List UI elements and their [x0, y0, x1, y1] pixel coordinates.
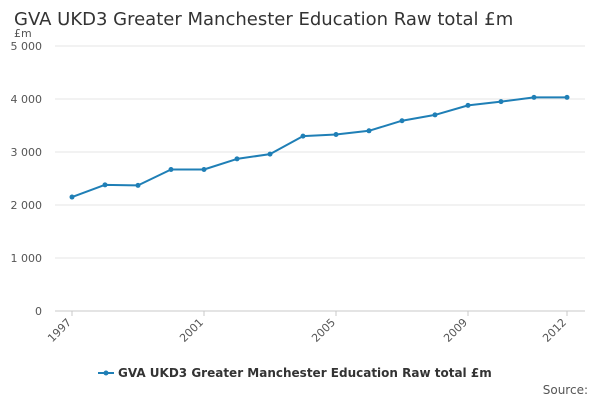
y-axis-ticks: 0 1 000 2 000 3 000 4 000 5 000 [11, 40, 43, 318]
legend-label: GVA UKD3 Greater Manchester Education Ra… [118, 366, 492, 380]
data-point[interactable] [102, 182, 108, 188]
y-tick-label: 5 000 [11, 40, 43, 53]
data-point[interactable] [399, 118, 405, 124]
y-axis-unit-label: £m [14, 27, 32, 40]
x-tick-label: 1997 [45, 316, 74, 345]
data-point[interactable] [267, 151, 273, 157]
data-point[interactable] [531, 94, 537, 100]
x-tick-label: 2001 [177, 316, 206, 345]
data-point[interactable] [69, 194, 75, 200]
source-label: Source: [543, 383, 588, 397]
x-tick-label: 2012 [540, 316, 569, 345]
y-tick-label: 0 [35, 305, 42, 318]
data-point[interactable] [168, 166, 174, 172]
x-axis-ticks: 1997 2001 2005 2009 2012 [45, 311, 569, 345]
data-point[interactable] [135, 182, 141, 188]
series-line [71, 96, 567, 198]
data-point[interactable] [465, 102, 471, 108]
x-tick-label: 2005 [309, 316, 338, 345]
data-point[interactable] [498, 99, 504, 105]
gridlines [55, 45, 585, 312]
x-tick-label: 2009 [441, 316, 470, 345]
data-point[interactable] [201, 166, 207, 172]
data-point[interactable] [432, 112, 438, 118]
y-tick-label: 1 000 [11, 252, 43, 265]
chart-title: GVA UKD3 Greater Manchester Education Ra… [14, 9, 513, 30]
y-tick-label: 2 000 [11, 199, 43, 212]
y-tick-label: 4 000 [11, 93, 43, 106]
data-point[interactable] [234, 156, 240, 162]
legend-marker-swatch [103, 370, 109, 376]
data-point[interactable] [366, 128, 372, 134]
data-point[interactable] [564, 94, 570, 100]
data-point[interactable] [333, 132, 339, 138]
data-point[interactable] [300, 133, 306, 139]
legend[interactable]: GVA UKD3 Greater Manchester Education Ra… [98, 366, 492, 380]
series-layer [69, 94, 570, 200]
y-tick-label: 3 000 [11, 146, 43, 159]
